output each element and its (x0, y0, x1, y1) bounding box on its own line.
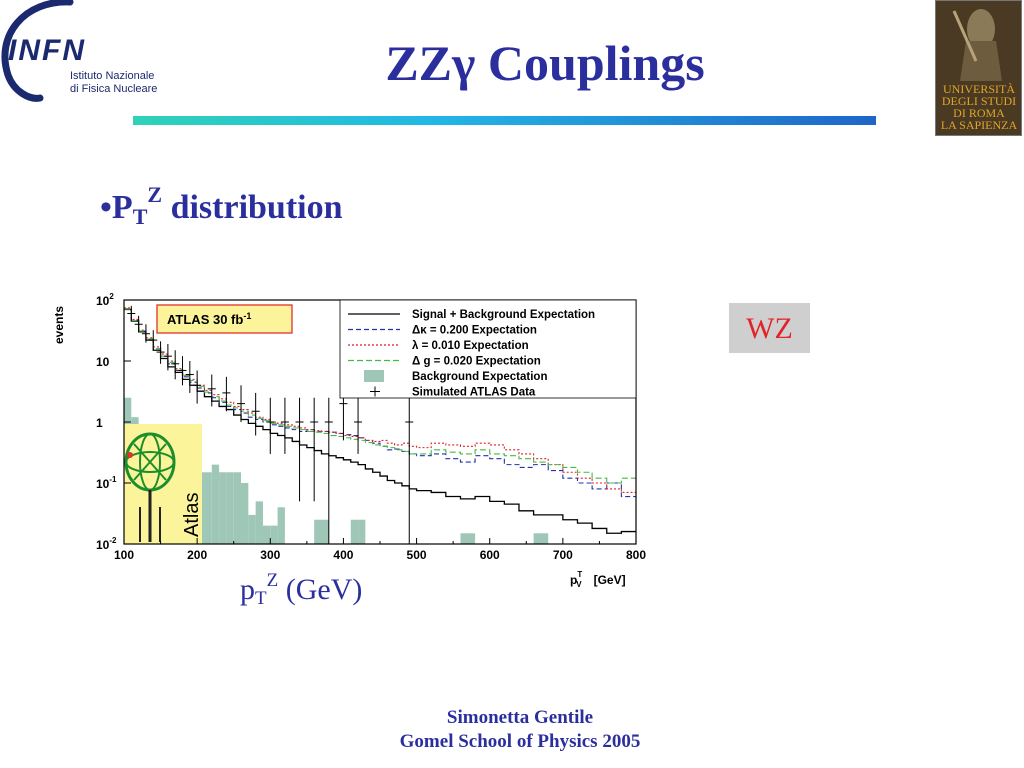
xcaption-p: p (240, 573, 255, 606)
bullet-pt-distribution: •PTZ distribution (100, 182, 343, 230)
atlas-inset-label: Atlas (181, 493, 203, 537)
bullet-rest: distribution (162, 189, 343, 226)
xcaption-rest: (GeV) (278, 573, 363, 606)
background-bar (460, 533, 476, 544)
infn-logo-line2: di Fisica Nucleare (70, 83, 157, 95)
slide-title: ZZγ Couplings (385, 35, 705, 91)
x-tick-label: 100 (114, 548, 134, 562)
x-tick-label: 400 (333, 548, 353, 562)
y-tick-label: 102 (96, 292, 114, 308)
background-bar (270, 525, 278, 544)
legend-label: Δκ = 0.200 Expectation (412, 325, 537, 337)
legend-label: Δ g = 0.020 Expectation (412, 356, 541, 368)
footer-school: Gomel School of Physics 2005 (399, 731, 641, 752)
y-tick-label: 10-2 (96, 536, 117, 552)
university-logo-line-4: LA SAPIENZA (941, 118, 1018, 132)
university-logo: UNIVERSITÀ DEGLI STUDI DI ROMA LA SAPIEN… (935, 0, 1022, 136)
legend-label: Background Expectation (412, 371, 547, 383)
background-bar (277, 507, 285, 544)
background-bar (533, 533, 549, 544)
axis-ticks: 100 200 300 400 500 600 700 800 102 10 1 10-1 10-2 (96, 292, 646, 562)
background-bar (248, 514, 256, 544)
y-tick-label: 10 (96, 355, 110, 369)
x-tick-label: 600 (480, 548, 500, 562)
background-bar (255, 501, 263, 544)
legend-label: Signal + Background Expectation (412, 309, 595, 321)
infn-logo-letters: INFN (8, 34, 86, 67)
footer: Simonetta Gentile Gomel School of Physic… (330, 706, 710, 754)
wz-label-box: WZ (729, 303, 810, 353)
background-bar (314, 519, 322, 544)
x-tick-label: 200 (187, 548, 207, 562)
atlas-luminosity-box (156, 304, 293, 334)
y-axis-label: events (52, 306, 66, 344)
y-tick-label: 1 (96, 416, 103, 430)
background-bar (233, 472, 242, 544)
x-tick-label: 500 (407, 548, 427, 562)
background-bar (358, 519, 366, 544)
x-tick-label: 800 (626, 548, 646, 562)
series-line (124, 307, 636, 493)
background-bar (219, 472, 227, 544)
atlas-detector-icon (124, 432, 176, 542)
legend-label: λ = 0.010 Expectation (412, 340, 529, 352)
legend-label: Simulated ATLAS Data (412, 387, 536, 399)
bullet-sup: Z (147, 182, 163, 207)
legend-swatch (364, 370, 384, 382)
bullet-sub: T (132, 204, 148, 229)
x-tick-label: 700 (553, 548, 573, 562)
chart-legend: Signal + Background Expectation Δκ = 0.20… (339, 299, 637, 399)
university-logo-line-1: UNIVERSITÀ (943, 82, 1015, 96)
background-bar (321, 519, 329, 544)
pt-distribution-chart: Atlas 100 200 300 400 500 600 700 800 102 10 1 10-1… (52, 292, 646, 589)
background-bar (226, 472, 234, 544)
footer-author: Simonetta Gentile (446, 707, 594, 728)
background-bar (211, 464, 220, 544)
bullet-p: P (111, 189, 133, 226)
university-logo-line-2: DEGLI STUDI (942, 94, 1016, 108)
title-underline-bar (133, 116, 876, 125)
university-logo-line-3: DI ROMA (953, 106, 1005, 120)
legend-swatch (370, 386, 380, 397)
background-bar (350, 519, 359, 544)
background-bar (204, 472, 212, 544)
infn-logo-line1: Istituto Nazionale (70, 70, 154, 82)
infn-logo: INFN Istituto Nazionale di Fisica Nuclea… (1, 0, 157, 102)
xcaption-sup: Z (266, 570, 279, 591)
legend-box (339, 299, 637, 399)
background-bar (262, 525, 271, 544)
bullet-mark: • (100, 189, 112, 226)
x-axis-label: pT V [GeV] (570, 570, 626, 589)
x-axis-caption: pTZ (GeV) (240, 570, 362, 610)
x-tick-label: 300 (260, 548, 280, 562)
atlas-luminosity-label: ATLAS 30 fb-1 (167, 311, 251, 327)
y-tick-label: 10-1 (96, 475, 117, 491)
xcaption-sub: T (255, 588, 267, 609)
background-bar (241, 483, 249, 544)
